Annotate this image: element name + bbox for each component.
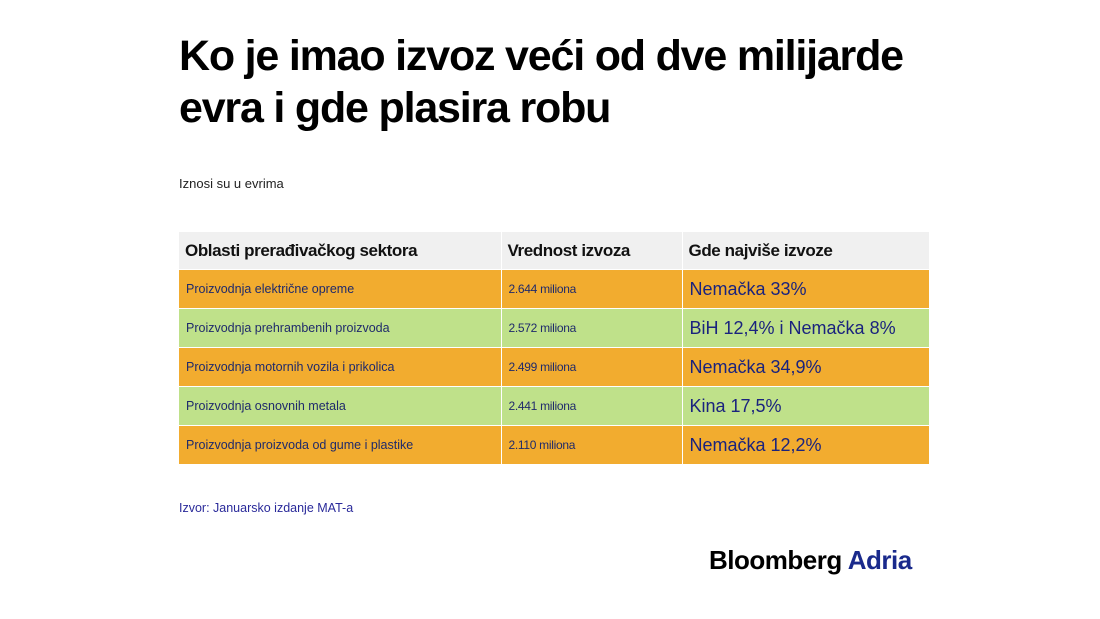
table-row: Proizvodnja proizvoda od gume i plastike… xyxy=(179,425,929,464)
exports-table: Oblasti prerađivačkog sektora Vrednost i… xyxy=(179,232,929,464)
chart-subtitle: Iznosi su u evrima xyxy=(179,176,284,191)
logo-text-bloomberg: Bloomberg xyxy=(709,545,842,575)
destination-cell: Nemačka 12,2% xyxy=(681,425,929,464)
bloomberg-adria-logo: Bloomberg Adria xyxy=(709,545,912,576)
table-row: Proizvodnja električne opreme 2.644 mili… xyxy=(179,269,929,309)
value-cell: 2.441 miliona xyxy=(500,386,682,426)
column-header-value: Vrednost izvoza xyxy=(500,232,682,270)
sector-cell: Proizvodnja prehrambenih proizvoda xyxy=(179,308,501,348)
chart-title: Ko je imao izvoz veći od dve milijarde e… xyxy=(179,32,904,132)
table-row: Proizvodnja prehrambenih proizvoda 2.572… xyxy=(179,308,929,348)
value-cell: 2.110 miliona xyxy=(500,425,682,464)
sector-cell: Proizvodnja proizvoda od gume i plastike xyxy=(179,425,501,464)
destination-cell: Kina 17,5% xyxy=(681,386,929,426)
logo-text-adria: Adria xyxy=(847,545,912,575)
table-header-row: Oblasti prerađivačkog sektora Vrednost i… xyxy=(179,232,929,270)
sector-cell: Proizvodnja električne opreme xyxy=(179,269,501,309)
value-cell: 2.572 miliona xyxy=(500,308,682,348)
sector-cell: Proizvodnja osnovnih metala xyxy=(179,386,501,426)
table-row: Proizvodnja motornih vozila i prikolica … xyxy=(179,347,929,387)
table-row: Proizvodnja osnovnih metala 2.441 milion… xyxy=(179,386,929,426)
value-cell: 2.644 miliona xyxy=(500,269,682,309)
value-cell: 2.499 miliona xyxy=(500,347,682,387)
sector-cell: Proizvodnja motornih vozila i prikolica xyxy=(179,347,501,387)
source-note: Izvor: Januarsko izdanje MAT-a xyxy=(179,501,354,515)
column-header-destination: Gde najviše izvoze xyxy=(681,232,929,270)
destination-cell: BiH 12,4% i Nemačka 8% xyxy=(681,308,929,348)
destination-cell: Nemačka 34,9% xyxy=(681,347,929,387)
column-header-sector: Oblasti prerađivačkog sektora xyxy=(179,232,501,270)
destination-cell: Nemačka 33% xyxy=(681,269,929,309)
